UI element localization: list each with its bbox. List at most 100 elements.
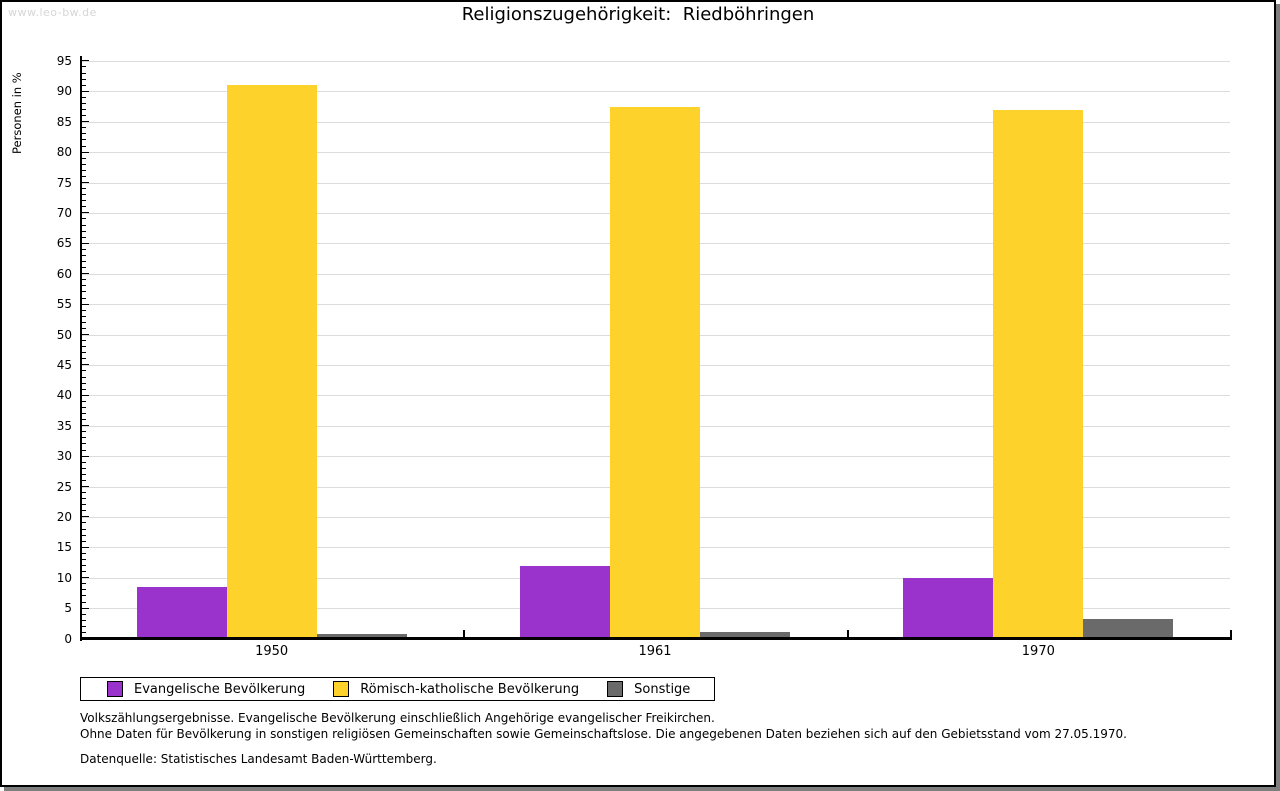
y-axis-tick (82, 607, 89, 609)
y-axis-tick (82, 139, 86, 141)
y-axis-tick (82, 127, 86, 129)
legend-swatch (333, 681, 350, 697)
y-axis-tick (82, 346, 86, 348)
y-axis-tick (82, 364, 89, 366)
y-axis-tick-label: 90 (56, 84, 72, 99)
y-axis-tick (82, 175, 86, 177)
y-axis-tick (82, 84, 86, 86)
y-axis-tick (82, 631, 86, 633)
footnotes: Volkszählungsergebnisse. Evangelische Be… (80, 711, 1230, 742)
y-axis-tick (82, 358, 86, 360)
y-axis-tick (82, 248, 86, 250)
y-axis-tick (82, 601, 86, 603)
bar (1083, 619, 1174, 639)
y-axis-tick (82, 540, 86, 542)
gridline (80, 60, 1230, 62)
y-axis-tick (82, 613, 86, 615)
y-axis-tick (82, 552, 86, 554)
y-axis-tick (82, 558, 86, 560)
y-axis-tick (82, 388, 86, 390)
y-axis-tick (82, 157, 86, 159)
y-axis-tick (82, 212, 89, 214)
y-axis-tick (82, 102, 86, 104)
y-axis-tick-label: 15 (56, 540, 72, 555)
y-axis-tick (82, 151, 89, 153)
legend-label: Römisch-katholische Bevölkerung (360, 681, 580, 697)
y-axis-tick (82, 315, 86, 317)
footnote-line: Ohne Daten für Bevölkerung in sonstigen … (80, 726, 1127, 741)
y-axis-tick (82, 96, 86, 98)
y-axis-tick (82, 78, 86, 80)
y-axis-tick (82, 638, 89, 639)
y-axis-tick (82, 625, 86, 627)
y-axis-tick (82, 352, 86, 354)
x-axis-category-label: 1970 (1021, 644, 1055, 659)
legend-swatch (107, 681, 123, 697)
y-axis-tick (82, 109, 86, 111)
y-axis-tick (82, 321, 86, 323)
y-axis-tick (82, 327, 86, 329)
y-axis-tick (82, 218, 86, 220)
legend-item: Sonstige (607, 681, 690, 697)
y-axis-tick (82, 406, 86, 408)
y-axis-tick (82, 206, 86, 208)
y-axis-tick (82, 60, 89, 62)
y-axis-tick (82, 455, 89, 457)
y-axis-tick-label: 10 (56, 570, 72, 585)
y-axis-tick (82, 169, 86, 171)
y-axis-tick (82, 230, 86, 232)
x-axis-tick (463, 629, 466, 637)
y-axis-tick (82, 163, 86, 165)
y-axis-tick (82, 182, 89, 183)
y-axis-tick (82, 437, 86, 439)
x-axis-tick (846, 629, 849, 637)
y-axis-tick (82, 121, 89, 123)
y-axis-tick (82, 467, 86, 469)
x-axis-tick (1230, 629, 1232, 637)
y-axis-tick (82, 486, 89, 487)
y-axis-tick-label: 75 (56, 175, 72, 190)
y-axis-tick-label: 25 (56, 479, 72, 494)
y-axis-tick-label: 45 (56, 357, 72, 372)
y-axis-tick-label: 80 (56, 145, 72, 160)
y-axis-tick (82, 449, 86, 451)
y-axis-tick (82, 425, 89, 427)
y-axis-tick-label: 0 (64, 631, 72, 646)
y-axis-tick (82, 577, 89, 579)
y-axis-tick (82, 522, 86, 524)
y-axis-tick-label: 55 (56, 297, 72, 312)
y-axis-tick (82, 443, 86, 445)
y-axis-tick (82, 261, 86, 263)
bar (316, 634, 407, 639)
y-axis-tick (82, 224, 86, 226)
bar (993, 109, 1084, 639)
bar (520, 565, 610, 639)
bar (136, 586, 227, 639)
y-axis-tick (82, 370, 86, 372)
bar (610, 107, 700, 639)
y-axis-tick-label: 35 (56, 418, 72, 433)
y-axis-tick (82, 565, 86, 567)
x-axis-line (80, 636, 1232, 640)
legend-item: Römisch-katholische Bevölkerung (333, 681, 579, 697)
y-axis-tick (82, 492, 86, 494)
y-axis-tick (82, 279, 86, 281)
y-axis-tick (82, 400, 86, 402)
y-axis-tick (82, 273, 89, 275)
y-axis-tick-label: 70 (56, 205, 72, 220)
y-axis-tick (82, 528, 86, 530)
y-axis-tick (82, 285, 86, 287)
gridline (80, 91, 1230, 93)
y-axis-tick (82, 571, 86, 573)
y-axis-tick-label: 60 (56, 266, 72, 281)
y-axis-tick-label: 5 (64, 601, 72, 616)
y-axis-tick (82, 188, 86, 190)
y-axis-tick (82, 479, 86, 481)
x-axis-tick (80, 629, 82, 637)
y-axis-tick (82, 66, 86, 68)
y-axis-line (80, 56, 82, 641)
y-axis-tick (82, 394, 89, 396)
y-axis-tick (82, 583, 86, 585)
y-axis-tick (82, 200, 86, 202)
y-axis-tick (82, 309, 86, 311)
